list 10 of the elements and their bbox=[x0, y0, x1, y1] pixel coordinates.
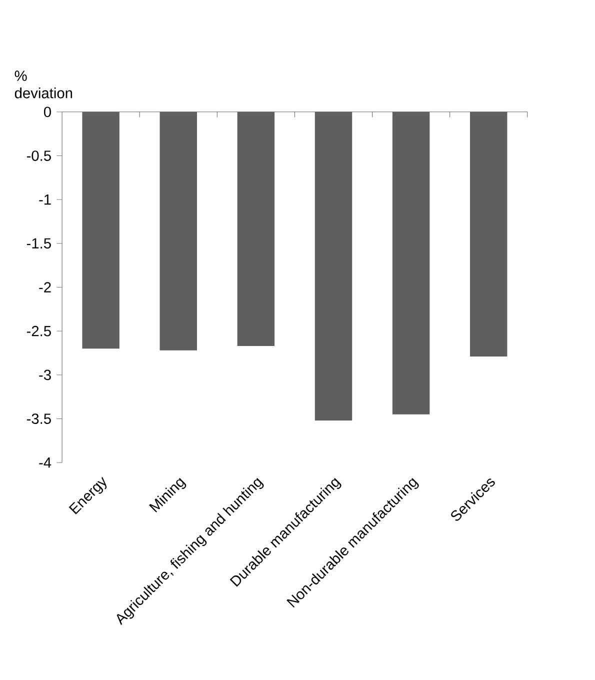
y-tick-label: -2.5 bbox=[26, 326, 51, 336]
y-tick-label: -0.5 bbox=[26, 150, 51, 161]
y-tick-label: -1.5 bbox=[26, 238, 51, 249]
y-tick-label: -2 bbox=[39, 282, 51, 292]
y-tick-label: -3 bbox=[39, 370, 51, 380]
y-tick-label: 0 bbox=[44, 106, 51, 118]
y-tick-label: -3.5 bbox=[26, 414, 51, 424]
y-tick-label: -4 bbox=[39, 458, 52, 468]
y-tick-label: -1 bbox=[39, 194, 51, 205]
y-axis-title: % deviation bbox=[14, 70, 72, 98]
